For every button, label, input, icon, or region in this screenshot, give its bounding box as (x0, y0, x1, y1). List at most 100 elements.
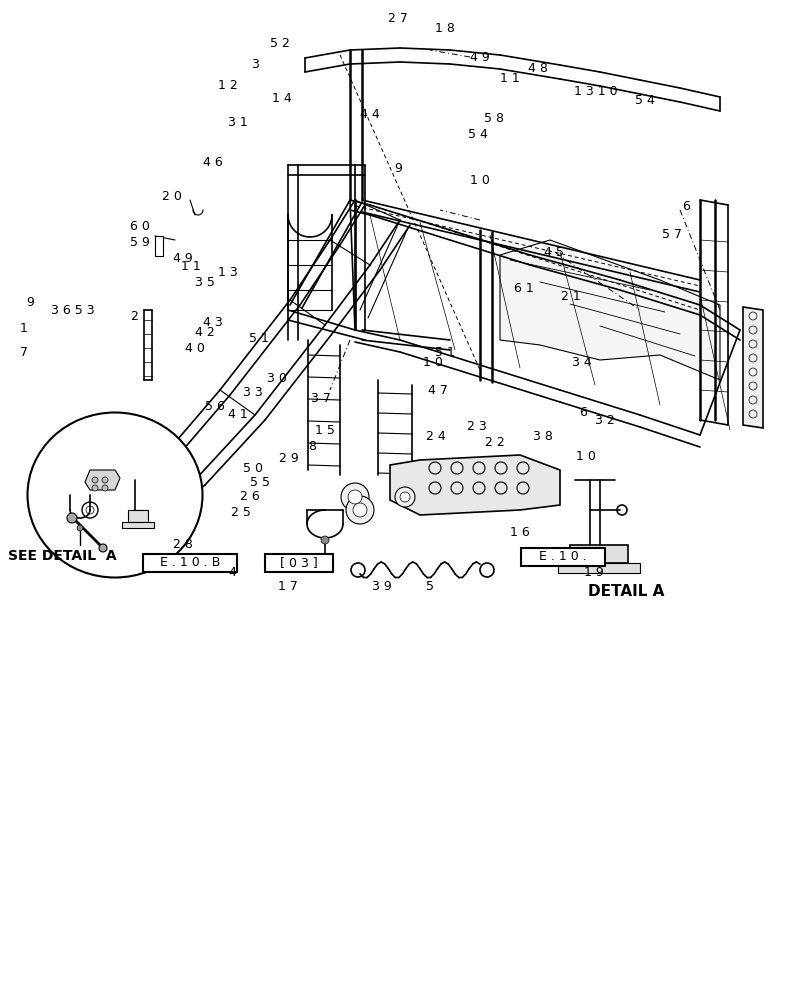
Text: 6: 6 (681, 200, 689, 213)
Text: SEE DETAIL  A: SEE DETAIL A (8, 549, 116, 563)
Bar (128, 510, 148, 522)
Circle shape (67, 513, 77, 523)
Text: 4 0: 4 0 (185, 342, 205, 355)
Text: 7: 7 (20, 347, 28, 360)
Polygon shape (389, 455, 560, 515)
Text: 1 6: 1 6 (509, 526, 529, 540)
Text: 4: 4 (228, 566, 235, 578)
Text: 3 0: 3 0 (267, 372, 287, 385)
Ellipse shape (27, 412, 202, 578)
Polygon shape (499, 240, 719, 380)
Text: 5 7: 5 7 (661, 229, 681, 241)
FancyBboxPatch shape (265, 554, 332, 572)
Text: 1 3 1 0: 1 3 1 0 (573, 85, 617, 98)
Text: [ 0 3 ]: [ 0 3 ] (279, 556, 317, 570)
Text: 1: 1 (20, 322, 28, 336)
FancyBboxPatch shape (143, 554, 237, 572)
Text: DETAIL A: DETAIL A (587, 584, 663, 599)
Text: 4 6: 4 6 (203, 156, 222, 169)
Text: 5 6: 5 6 (205, 400, 225, 414)
Text: 1 5: 1 5 (315, 424, 335, 436)
Text: 4 4: 4 4 (360, 108, 379, 121)
Text: 2 2: 2 2 (484, 436, 504, 450)
Circle shape (92, 477, 98, 483)
Circle shape (92, 485, 98, 491)
Circle shape (99, 544, 107, 552)
Text: 5 2: 5 2 (270, 37, 290, 50)
Circle shape (340, 483, 369, 511)
Text: 8: 8 (308, 440, 316, 452)
Text: 6 1: 6 1 (513, 282, 533, 296)
Text: 5 1: 5 1 (434, 347, 454, 360)
Text: 4 1: 4 1 (228, 408, 247, 422)
Text: 1 2: 1 2 (218, 79, 238, 92)
FancyBboxPatch shape (520, 548, 604, 566)
Text: 3 9: 3 9 (372, 580, 391, 593)
Circle shape (348, 490, 361, 504)
Text: 4 5: 4 5 (544, 246, 563, 259)
Circle shape (320, 536, 328, 544)
Bar (155, 236, 163, 256)
Text: 1 4: 1 4 (271, 92, 291, 105)
Text: 3 4: 3 4 (572, 357, 591, 369)
Text: 9: 9 (26, 296, 34, 310)
Text: 2 4: 2 4 (426, 430, 446, 442)
Text: 2 7: 2 7 (388, 12, 407, 25)
Text: 1 8: 1 8 (434, 22, 454, 35)
Text: 4 7: 4 7 (427, 384, 447, 397)
Circle shape (394, 487, 414, 507)
Text: 1 0: 1 0 (422, 357, 442, 369)
Text: 1 7: 1 7 (278, 580, 298, 593)
Text: 1 0: 1 0 (575, 450, 595, 464)
Text: 2 9: 2 9 (279, 452, 299, 464)
Text: 1 1: 1 1 (181, 260, 201, 273)
Text: 6: 6 (578, 406, 586, 418)
Text: 6 0: 6 0 (130, 221, 149, 233)
Polygon shape (742, 307, 762, 428)
Text: 1 9: 1 9 (584, 566, 603, 580)
Text: 4 3: 4 3 (203, 316, 222, 330)
Text: 2 0: 2 0 (162, 190, 181, 204)
Text: 1 0: 1 0 (470, 174, 489, 187)
Bar (557, 563, 639, 573)
Text: 4 9: 4 9 (470, 51, 489, 64)
Text: 3 1: 3 1 (228, 116, 247, 129)
Text: E . 1 0 . B: E . 1 0 . B (160, 556, 220, 570)
Circle shape (400, 492, 410, 502)
Circle shape (345, 496, 373, 524)
Text: 2 5: 2 5 (230, 506, 251, 518)
Text: 4 8: 4 8 (528, 62, 548, 75)
Text: 2 6: 2 6 (240, 490, 259, 504)
Text: 9: 9 (393, 162, 402, 175)
Text: 4 9: 4 9 (173, 251, 193, 264)
Text: 2 8: 2 8 (173, 538, 193, 550)
Text: 1 3: 1 3 (218, 265, 238, 278)
Circle shape (102, 485, 108, 491)
Polygon shape (85, 470, 120, 490)
Text: E . 1 0 .: E . 1 0 . (539, 550, 586, 564)
Text: 2 3: 2 3 (467, 420, 487, 432)
Text: 3: 3 (251, 58, 259, 71)
Text: 3 7: 3 7 (311, 392, 331, 406)
Text: 5 4: 5 4 (634, 94, 654, 107)
Text: 5 8: 5 8 (483, 112, 503, 125)
Text: 4 2: 4 2 (195, 326, 214, 340)
Text: 5 0: 5 0 (243, 462, 263, 475)
Text: 5: 5 (426, 580, 434, 593)
Text: 1 1: 1 1 (499, 72, 520, 85)
Text: 3 5: 3 5 (195, 276, 214, 290)
Text: 2: 2 (130, 310, 138, 322)
Circle shape (77, 525, 83, 531)
Text: 5 1: 5 1 (249, 332, 268, 346)
Text: 3 6 5 3: 3 6 5 3 (51, 304, 95, 318)
Bar (569, 545, 627, 563)
Text: 2 1: 2 1 (560, 290, 580, 304)
Text: 3 2: 3 2 (594, 414, 614, 426)
Text: 3 8: 3 8 (532, 430, 552, 442)
Text: 3 3: 3 3 (243, 385, 263, 398)
Text: 5 5: 5 5 (250, 477, 270, 489)
Circle shape (353, 503, 366, 517)
Bar (122, 522, 154, 528)
Circle shape (102, 477, 108, 483)
Text: 5 4: 5 4 (467, 128, 487, 141)
